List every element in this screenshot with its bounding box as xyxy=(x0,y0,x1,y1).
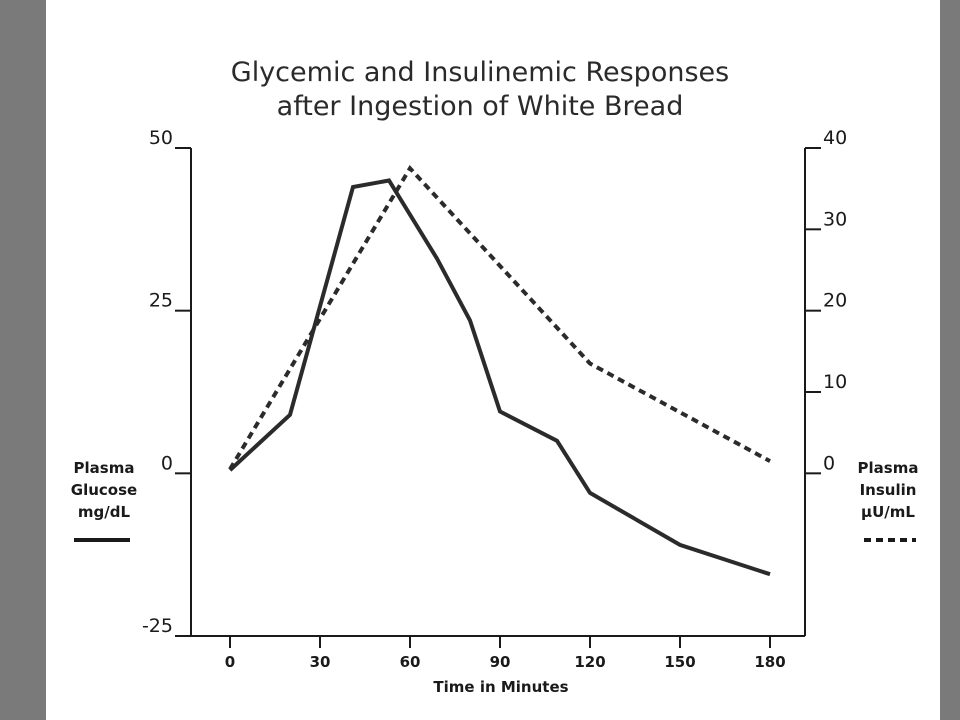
x-tick-label: 90 xyxy=(490,653,511,671)
chart-figure: Glycemic and Insulinemic Responses after… xyxy=(46,0,940,720)
insulin-series-line xyxy=(228,164,771,471)
right-y-ticks: 0 10 20 30 40 xyxy=(805,127,847,475)
right-axis-label-line-1: Plasma xyxy=(858,459,919,477)
x-tick-label: 180 xyxy=(754,653,785,671)
x-axis-label: Time in Minutes xyxy=(433,678,568,696)
x-tick-label: 30 xyxy=(310,653,331,671)
left-y-ticks: -25 0 25 50 xyxy=(142,127,191,637)
left-tick-label: -25 xyxy=(142,615,173,637)
left-tick-label: 50 xyxy=(149,127,173,149)
right-tick-label: 20 xyxy=(823,290,847,312)
right-tick-label: 10 xyxy=(823,371,847,393)
chart-canvas: Glycemic and Insulinemic Responses after… xyxy=(71,57,919,696)
right-tick-label: 30 xyxy=(823,208,847,230)
x-tick-label: 120 xyxy=(574,653,605,671)
series-layer xyxy=(228,164,771,577)
right-tick-label: 40 xyxy=(823,127,847,149)
left-axis-label-line-2: Glucose xyxy=(71,481,137,499)
glucose-series-line xyxy=(228,178,771,577)
right-axis-label-line-3: μU/mL xyxy=(861,503,915,521)
right-axis-label-line-2: Insulin xyxy=(860,481,917,499)
left-tick-label: 25 xyxy=(149,290,173,312)
left-axis-label-line-3: mg/dL xyxy=(78,503,131,521)
x-tick-label: 0 xyxy=(225,653,235,671)
chart-title-line-1: Glycemic and Insulinemic Responses xyxy=(231,57,729,88)
left-tick-label: 0 xyxy=(161,452,173,474)
chart-title-line-2: after Ingestion of White Bread xyxy=(277,91,684,122)
right-tick-label: 0 xyxy=(823,452,835,474)
left-axis-label-line-1: Plasma xyxy=(74,459,135,477)
x-tick-label: 150 xyxy=(664,653,695,671)
x-tick-label: 60 xyxy=(400,653,421,671)
x-ticks: 0 30 60 90 120 150 180 xyxy=(225,636,786,671)
